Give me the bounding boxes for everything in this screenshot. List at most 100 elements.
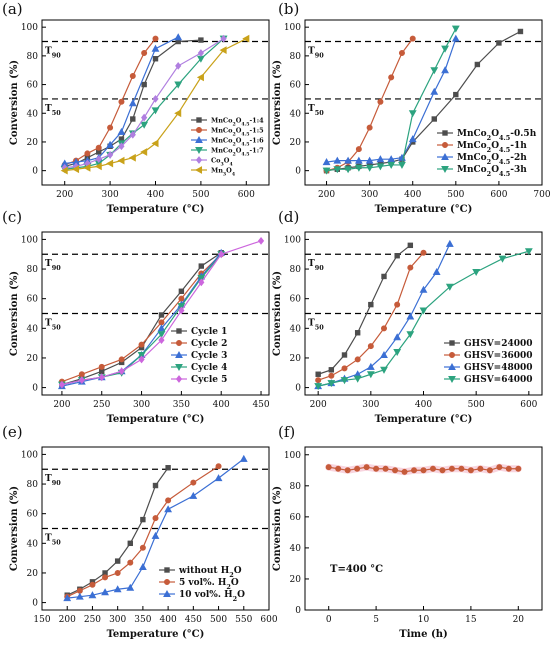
panel-label: (a) [2, 0, 23, 18]
data-point [353, 375, 362, 383]
x-tick-label: 400 [160, 615, 177, 625]
panel-label: (d) [278, 208, 299, 226]
data-point [128, 153, 136, 162]
data-point [380, 350, 388, 359]
data-point [333, 166, 342, 174]
legend: MnCo2O4.5-0.5hMnCo2O4.5-1hMnCo2O4.5-2hMn… [437, 129, 537, 178]
data-point [432, 267, 441, 276]
panel-e: (e) 150 200 250 300 350 400 450 500 550 600 0 20 40 60… [2, 423, 278, 640]
data-point [341, 365, 348, 372]
data-point [354, 356, 361, 363]
x-tick-label: 600 [520, 400, 537, 410]
data-point [333, 156, 342, 164]
x-tick-label: 400 [404, 190, 421, 200]
data-point [113, 585, 122, 593]
series-2 [323, 35, 416, 174]
data-point [83, 163, 91, 172]
data-point [220, 34, 227, 43]
data-point [158, 319, 165, 326]
y-tick-label: 100 [284, 451, 301, 461]
data-point [174, 33, 183, 41]
data-point [328, 372, 335, 379]
data-point [355, 146, 362, 153]
legend-label: Cycle 5 [191, 375, 227, 385]
data-point [394, 301, 401, 308]
data-point [430, 87, 439, 95]
data-point [411, 467, 418, 474]
panel-label: (e) [2, 423, 23, 441]
data-point [218, 250, 225, 259]
data-point [368, 301, 374, 308]
y-tick-label: 100 [21, 23, 38, 33]
data-point [496, 464, 503, 471]
legend-marker [175, 363, 183, 372]
data-point [409, 35, 416, 42]
data-point [474, 61, 481, 68]
data-point [314, 383, 323, 391]
data-point [84, 150, 91, 157]
data-point [151, 531, 160, 539]
data-point [118, 142, 125, 151]
data-point [373, 465, 380, 472]
series-2 [315, 249, 427, 384]
data-point [376, 163, 385, 171]
x-tick-label: 150 [33, 615, 50, 625]
data-point [239, 454, 248, 462]
x-axis-label: Temperature (°C) [107, 204, 205, 215]
legend-label: without H2O [178, 566, 242, 579]
data-point [106, 150, 114, 159]
data-point [477, 465, 484, 472]
data-point [381, 273, 387, 280]
series-4 [322, 25, 460, 175]
y-tick-label: 80 [290, 265, 302, 275]
legend-label: Cycle 1 [191, 327, 227, 337]
data-point [197, 49, 205, 57]
y-tick-label: 100 [21, 450, 38, 460]
data-point [407, 242, 414, 249]
data-point [382, 465, 389, 472]
data-point [398, 49, 405, 56]
x-tick-label: 200 [53, 400, 70, 410]
ref-line-label: T50 [308, 319, 324, 332]
data-point [151, 44, 160, 52]
data-point [214, 474, 223, 482]
data-point [407, 264, 414, 271]
data-point [94, 162, 102, 171]
x-axis-label: Time (h) [399, 629, 447, 640]
data-point [198, 37, 204, 43]
data-point [515, 465, 522, 472]
data-point [63, 594, 72, 602]
data-point [88, 591, 97, 599]
x-tick-label: 350 [173, 400, 190, 410]
data-point [102, 574, 109, 581]
x-tick-label: 300 [109, 615, 126, 625]
x-tick-label: 450 [252, 400, 269, 410]
y-axis-label: Conversion (%) [272, 60, 283, 145]
series-5 [58, 237, 265, 389]
x-tick-label: 0 [326, 615, 332, 625]
data-point [458, 465, 465, 472]
y-tick-label: 0 [32, 167, 38, 177]
legend-marker [163, 589, 171, 598]
y-tick-label: 80 [290, 52, 302, 62]
y-axis-label: Conversion (%) [9, 60, 20, 145]
panel-b: (b) 200 300 400 500 600 700 0 20 40 60 80 100 Tempera… [272, 0, 550, 215]
data-point [431, 116, 437, 122]
series-3 [314, 239, 454, 390]
data-point [165, 497, 172, 504]
data-point [472, 268, 481, 277]
data-point [95, 144, 102, 151]
data-point [141, 81, 147, 88]
data-point [453, 91, 459, 98]
legend: Cycle 1 Cycle 2 Cycle 3 Cycle 4 Cycle 5 [171, 327, 227, 385]
x-tick-label: 600 [490, 190, 507, 200]
data-point [196, 73, 204, 82]
y-tick-label: 20 [27, 354, 39, 364]
data-point [177, 303, 186, 311]
data-point [140, 516, 146, 523]
legend-marker [164, 567, 170, 573]
series-line [61, 240, 262, 386]
data-point [325, 464, 332, 471]
y-tick-label: 40 [27, 539, 39, 549]
data-point [406, 312, 415, 320]
